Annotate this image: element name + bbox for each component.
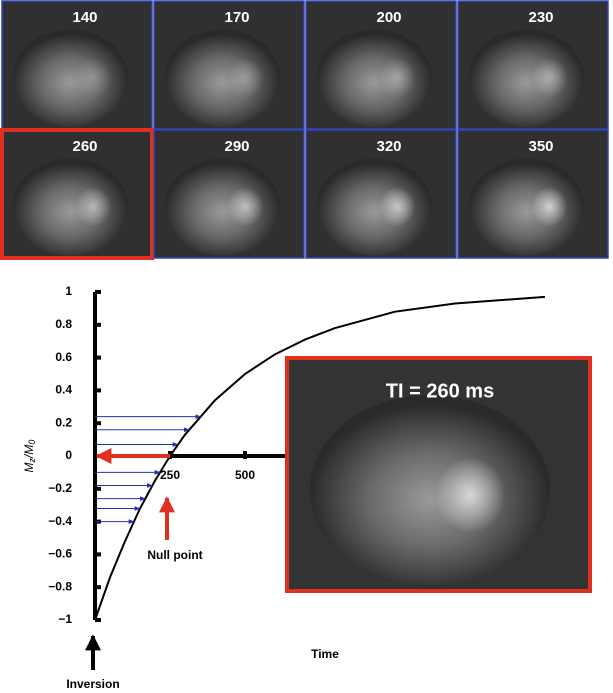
panel-anatomy xyxy=(164,29,281,127)
panel-label: 350 xyxy=(528,138,553,155)
x-tick-label: 250 xyxy=(160,468,180,482)
panel-label: 230 xyxy=(528,9,553,26)
ylabel-part: 0 xyxy=(27,440,37,445)
inset-anatomy xyxy=(435,457,505,533)
null-point-label: Null point xyxy=(147,548,202,562)
panel-frame xyxy=(153,0,305,130)
panel-label: 260 xyxy=(72,138,97,155)
y-tick-label: −1 xyxy=(58,612,72,626)
x-tick-label: 500 xyxy=(235,468,255,482)
inversion-label: Inversion xyxy=(66,677,119,691)
inset-image: TI = 260 ms xyxy=(285,356,592,593)
y-axis-label: Mz/M0 xyxy=(22,440,37,473)
y-tick-label: −0.6 xyxy=(48,547,72,561)
panel-frame xyxy=(305,129,457,259)
panel-anatomy xyxy=(531,57,568,98)
panel-label: 140 xyxy=(72,9,97,26)
y-tick-label: 0.4 xyxy=(55,383,72,397)
panel-anatomy xyxy=(379,57,416,98)
panel-label: 170 xyxy=(224,9,249,26)
image-grid: 140 170 200 230 260 290 320 350 xyxy=(0,0,609,260)
y-tick-label: −0.2 xyxy=(48,481,72,495)
panel-anatomy xyxy=(164,158,281,256)
x-axis-label: Time xyxy=(311,647,339,661)
panel-frame xyxy=(153,129,305,259)
ylabel-part: /M xyxy=(22,445,36,459)
panel-anatomy xyxy=(379,186,416,227)
panel-anatomy xyxy=(531,186,568,227)
y-tick-label: 0.6 xyxy=(55,350,72,364)
panel-anatomy xyxy=(75,57,112,98)
y-tick-label: 0 xyxy=(65,448,72,462)
inset-title: TI = 260 ms xyxy=(386,380,494,402)
y-tick-label: 0.2 xyxy=(55,415,72,429)
panel-label: 200 xyxy=(376,9,401,26)
panel-frame xyxy=(305,0,457,130)
panel-anatomy xyxy=(75,186,112,227)
y-tick-label: 1 xyxy=(65,284,72,298)
ylabel-part: M xyxy=(22,462,36,472)
ylabel-part: z xyxy=(27,457,37,463)
curve xyxy=(94,295,546,621)
panel-anatomy xyxy=(12,158,129,256)
panel-frame xyxy=(0,128,154,260)
panel-anatomy xyxy=(316,29,433,127)
panel-label: 290 xyxy=(224,138,249,155)
panel-anatomy xyxy=(316,158,433,256)
y-tick-label: −0.8 xyxy=(48,579,72,593)
panel-anatomy xyxy=(468,158,585,256)
panel-frame xyxy=(457,129,609,259)
panel-label: 320 xyxy=(376,138,401,155)
panel-frame xyxy=(457,0,609,130)
inset-anatomy xyxy=(310,395,550,585)
y-tick-label: −0.4 xyxy=(48,514,72,528)
panel-anatomy xyxy=(227,186,264,227)
plot: Mz/M0 Time Inversion −1−0.8−0.6−0.4−0.20… xyxy=(22,284,546,691)
panel-anatomy xyxy=(12,29,129,127)
panel-anatomy xyxy=(227,57,264,98)
y-tick-label: 0.8 xyxy=(55,317,72,331)
panel-anatomy xyxy=(468,29,585,127)
